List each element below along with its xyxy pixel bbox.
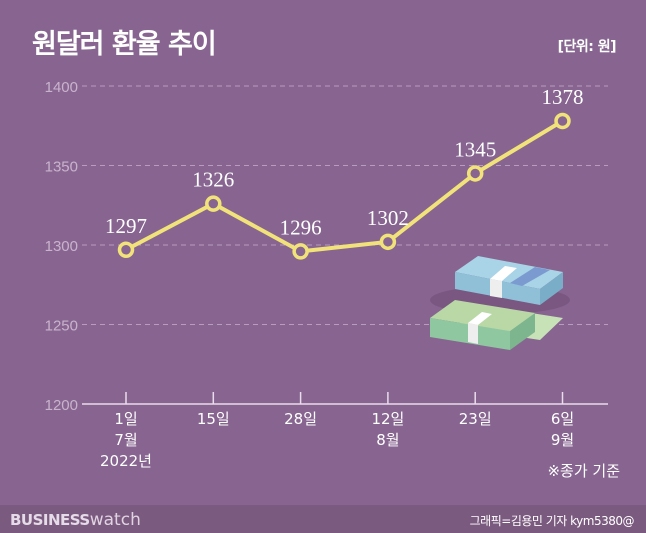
data-point <box>117 241 135 259</box>
y-tick-label: 1400 <box>45 79 78 96</box>
data-label: 1302 <box>367 206 409 230</box>
data-label: 1326 <box>192 168 234 192</box>
x-tick-label: 9월 <box>551 431 574 449</box>
chart-title: 원달러 환율 추이 <box>32 29 217 60</box>
x-tick-label: 12일 <box>371 410 404 428</box>
x-tick-label: 1일 <box>114 410 137 428</box>
data-point <box>466 165 484 182</box>
x-tick-label: 15일 <box>197 410 230 428</box>
y-tick-label: 1250 <box>45 318 78 335</box>
x-tick-label: 23일 <box>459 410 492 428</box>
series-line <box>125 119 564 254</box>
x-tick-label: 28일 <box>284 410 317 428</box>
y-tick-label: 1200 <box>45 397 78 414</box>
line-chart: 1200 1250 1300 1350 1400 1일 7월 2022년 15일 28일 12일 8월… <box>45 79 608 470</box>
data-point <box>205 195 222 212</box>
data-label: 1378 <box>542 85 584 109</box>
data-label: 1296 <box>280 215 322 239</box>
y-tick-label: 1300 <box>45 238 78 255</box>
businesswatch-logo: BUSINESSwatch <box>10 510 141 530</box>
unit-label: [단위: 원] <box>557 39 617 55</box>
closing-price-note: ※종가 기준 <box>547 462 620 480</box>
x-tick-label: 8월 <box>376 431 399 449</box>
x-tick-label: 7월 <box>114 431 137 449</box>
data-point <box>292 243 309 260</box>
graphic-credit: 그래픽=김용민 기자 kym5380@ <box>469 514 635 528</box>
data-label: 1345 <box>454 137 496 161</box>
data-point <box>379 233 397 251</box>
data-label: 1297 <box>105 214 147 238</box>
y-tick-label: 1350 <box>45 159 78 176</box>
x-tick-label: 6일 <box>551 410 574 428</box>
x-tick-label: 2022년 <box>100 452 152 470</box>
data-point <box>554 112 571 130</box>
money-stack-illustration <box>430 256 570 350</box>
footer: BUSINESSwatch 그래픽=김용민 기자 kym5380@ <box>0 505 646 533</box>
